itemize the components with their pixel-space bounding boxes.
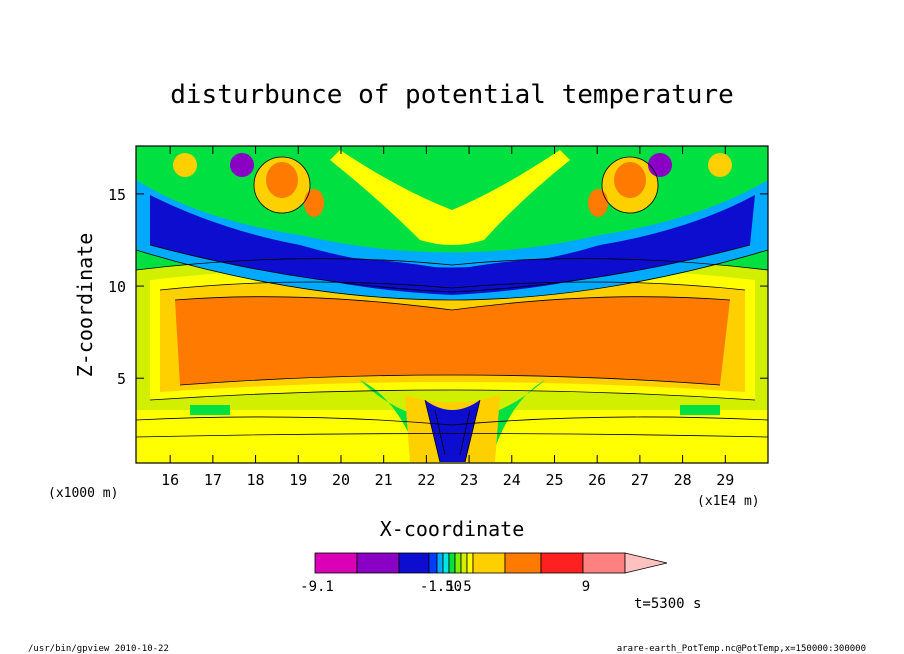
colorbar-segment xyxy=(472,552,506,574)
y-tick-label: 5 xyxy=(117,370,126,388)
colorbar-segment xyxy=(428,552,438,574)
colorbar-arrow xyxy=(624,552,668,574)
colorbar-segment xyxy=(314,552,358,574)
colorbar-segment xyxy=(582,552,626,574)
colorbar: -9.1 -1.501.5 9 xyxy=(300,552,668,595)
x-axis: 16 17 18 19 20 21 22 23 24 25 26 27 28 29 xyxy=(161,146,734,489)
colorbar-label: 9 xyxy=(582,579,590,595)
chart-title: disturbunce of potential temperature xyxy=(170,80,734,110)
x-tick-label: 18 xyxy=(247,471,265,489)
y-tick-label: 10 xyxy=(108,278,126,296)
colorbar-segment xyxy=(398,552,430,574)
x-tick-label: 28 xyxy=(674,471,692,489)
x-tick-label: 26 xyxy=(588,471,606,489)
footer-right: arare-earth_PotTemp.nc@PotTemp,x=150000:… xyxy=(617,644,866,654)
x-tick-label: 25 xyxy=(545,471,563,489)
footer-left: /usr/bin/gpview 2010-10-22 xyxy=(28,644,169,654)
y-axis: 5 10 15 xyxy=(108,186,768,388)
x-tick-label: 19 xyxy=(289,471,307,489)
x-tick-label: 17 xyxy=(204,471,222,489)
colorbar-segment xyxy=(356,552,400,574)
x-unit-left: (x1000 m) xyxy=(48,486,118,501)
plot-frame xyxy=(135,145,769,464)
x-tick-label: 24 xyxy=(503,471,521,489)
x-axis-label: X-coordinate xyxy=(380,517,525,541)
x-tick-label: 29 xyxy=(716,471,734,489)
colorbar-segment xyxy=(460,552,468,574)
x-tick-label: 22 xyxy=(417,471,435,489)
contour-field xyxy=(136,146,768,463)
x-unit-right: (x1E4 m) xyxy=(697,494,760,509)
colorbar-segment xyxy=(436,552,444,574)
y-tick-label: 15 xyxy=(108,186,126,204)
y-axis-label: Z-coordinate xyxy=(73,233,97,378)
colorbar-segment xyxy=(442,552,450,574)
colorbar-segment xyxy=(540,552,584,574)
x-tick-label: 27 xyxy=(631,471,649,489)
colorbar-segment xyxy=(454,552,462,574)
colorbar-label: -1.50 xyxy=(420,579,462,595)
colorbar-label: -9.1 xyxy=(300,579,334,595)
x-tick-label: 21 xyxy=(375,471,393,489)
colorbar-segment xyxy=(448,552,456,574)
colorbar-segment xyxy=(466,552,474,574)
x-tick-label: 20 xyxy=(332,471,350,489)
x-tick-label: 16 xyxy=(161,471,179,489)
x-tick-label: 23 xyxy=(460,471,478,489)
colorbar-segment xyxy=(504,552,542,574)
colorbar-label: 1.5 xyxy=(446,579,471,595)
time-annotation: t=5300 s xyxy=(634,596,701,612)
